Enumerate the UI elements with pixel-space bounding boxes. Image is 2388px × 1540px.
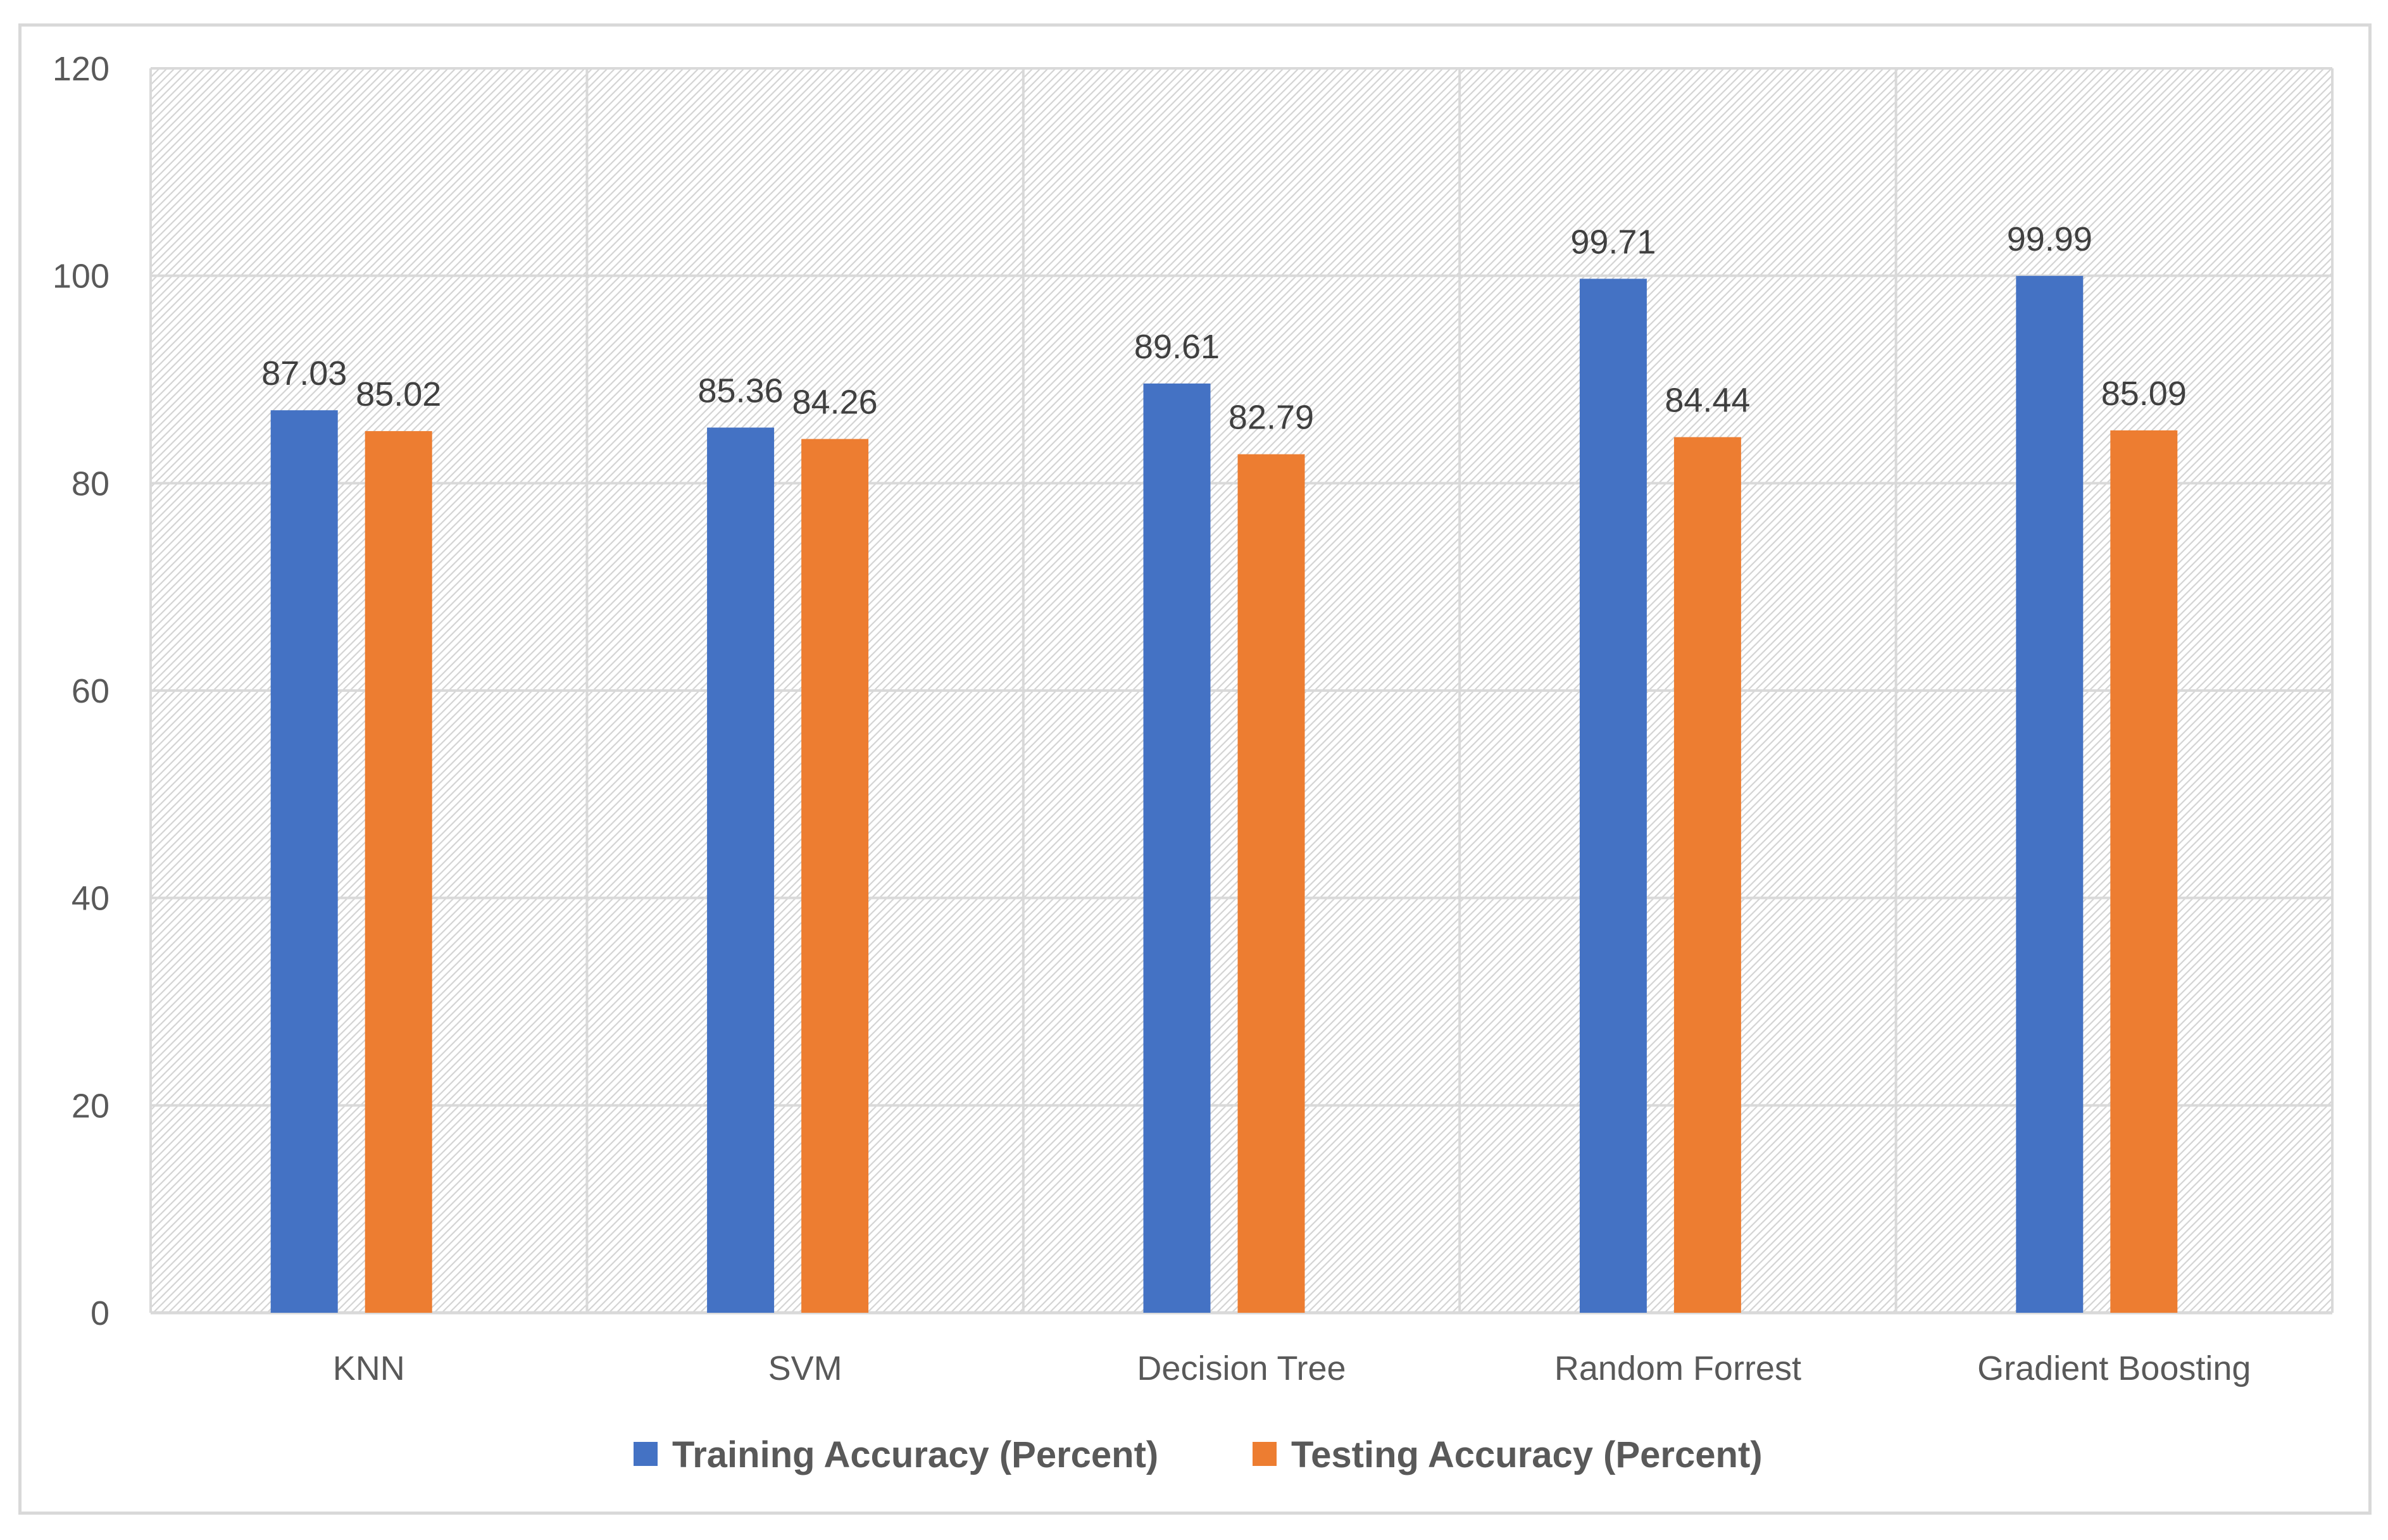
bar-training-1	[707, 427, 775, 1313]
bar-testing-0	[365, 431, 432, 1313]
bar-training-2	[1143, 383, 1211, 1313]
data-label: 99.99	[2007, 220, 2092, 258]
legend-label: Training Accuracy (Percent)	[672, 1434, 1158, 1475]
data-label: 85.09	[2101, 375, 2187, 413]
bar-testing-4	[2110, 430, 2178, 1313]
data-label: 85.36	[698, 372, 784, 410]
y-tick-label: 20	[72, 1087, 109, 1125]
bar-training-4	[2016, 275, 2084, 1313]
data-label: 82.79	[1228, 399, 1314, 437]
x-tick-label: Random Forrest	[1554, 1349, 1801, 1387]
legend-swatch	[1253, 1442, 1277, 1466]
x-tick-label: KNN	[333, 1349, 405, 1387]
y-tick-label: 120	[53, 50, 109, 88]
y-tick-label: 60	[72, 672, 109, 710]
y-tick-label: 100	[53, 258, 109, 296]
data-label: 89.61	[1134, 328, 1220, 366]
data-label: 85.02	[356, 375, 441, 413]
bar-testing-2	[1237, 454, 1305, 1313]
bar-training-3	[1579, 279, 1647, 1313]
bar-testing-3	[1673, 437, 1741, 1313]
legend-label: Testing Accuracy (Percent)	[1291, 1434, 1763, 1475]
y-tick-label: 40	[72, 880, 109, 918]
x-tick-label: SVM	[768, 1349, 842, 1387]
bar-testing-1	[801, 439, 869, 1313]
x-tick-label: Decision Tree	[1137, 1349, 1346, 1387]
data-label: 84.26	[792, 384, 878, 422]
x-tick-label: Gradient Boosting	[1977, 1349, 2251, 1387]
data-label: 84.44	[1665, 382, 1750, 420]
bar-training-0	[270, 410, 338, 1313]
y-tick-label: 0	[91, 1294, 109, 1332]
data-label: 87.03	[261, 354, 347, 392]
data-label: 99.71	[1570, 223, 1656, 261]
legend-swatch	[634, 1442, 658, 1466]
y-tick-label: 80	[72, 465, 109, 503]
